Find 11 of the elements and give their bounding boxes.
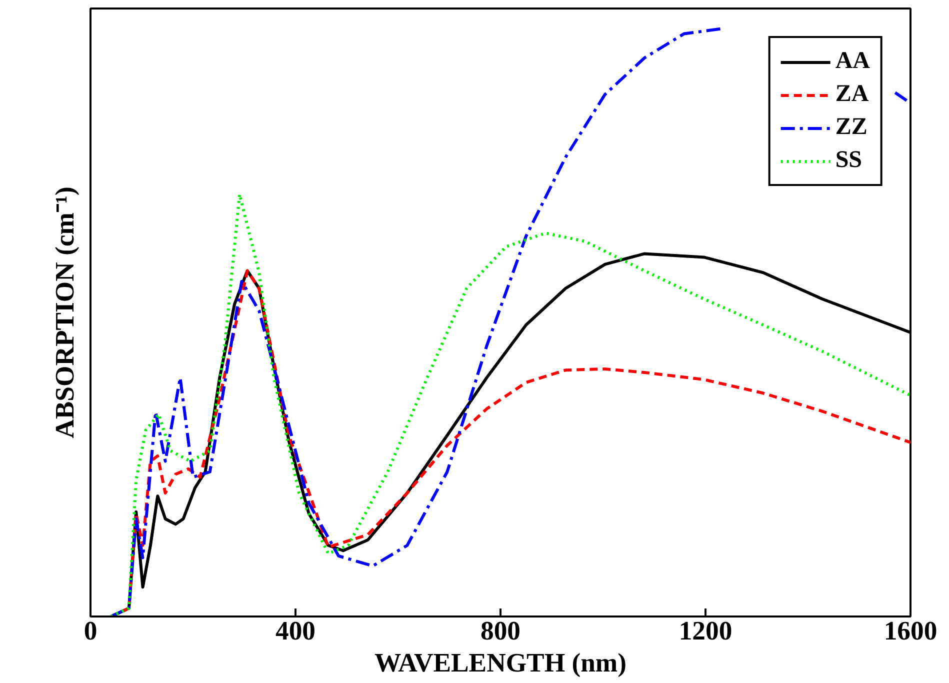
legend-label: ZA xyxy=(835,81,869,108)
x-tick-label: 1600 xyxy=(884,616,938,646)
x-tick-label: 800 xyxy=(480,616,520,646)
x-tick-label: 400 xyxy=(276,616,316,646)
x-tick-label: 1200 xyxy=(678,616,732,646)
y-axis-title: ABSORPTION (cm⁻¹) xyxy=(50,186,80,438)
legend-label: ZZ xyxy=(835,114,868,141)
legend-label: SS xyxy=(835,147,862,174)
x-tick-label: 0 xyxy=(84,616,98,646)
x-axis-title: WAVELENGTH (nm) xyxy=(374,648,627,678)
legend-label: AA xyxy=(835,48,870,75)
